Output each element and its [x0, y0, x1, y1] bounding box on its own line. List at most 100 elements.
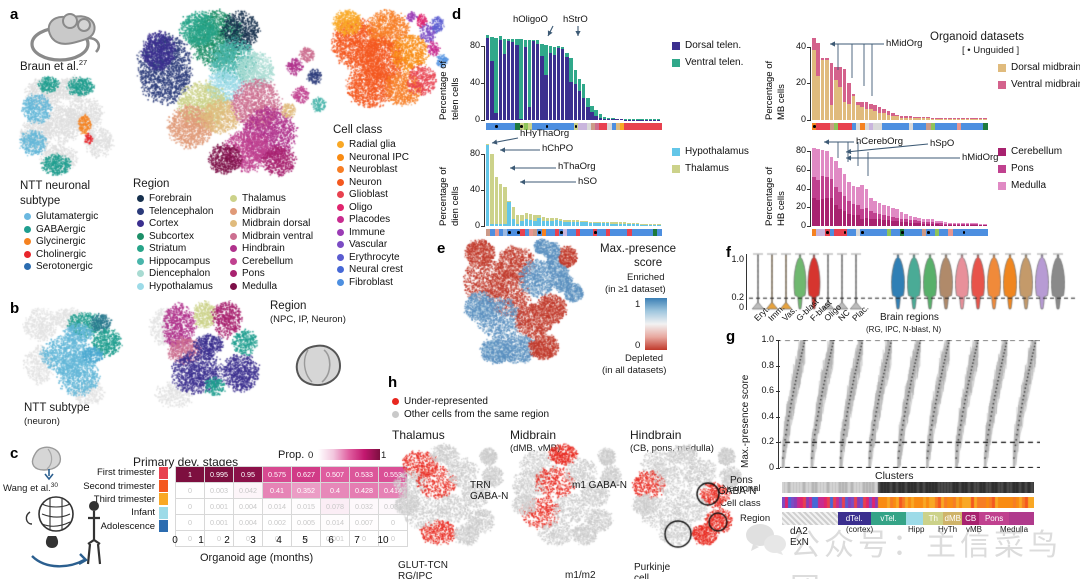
d-bar[interactable] [486, 34, 490, 120]
d-bar[interactable] [644, 119, 648, 120]
d-bar[interactable] [486, 143, 490, 226]
d-bar[interactable] [623, 222, 627, 226]
d-bar[interactable] [895, 209, 900, 226]
d-bar[interactable] [877, 107, 882, 120]
heatmap-cell[interactable]: 0.001 [204, 514, 234, 531]
d-bar[interactable] [571, 219, 576, 226]
heatmap-cell[interactable]: 0.507 [320, 466, 350, 483]
d-bar[interactable] [812, 147, 816, 226]
d-bar[interactable] [615, 118, 619, 120]
d-bar[interactable] [648, 224, 653, 226]
d-bar[interactable] [652, 224, 657, 226]
d-bar[interactable] [882, 204, 886, 226]
heatmap-cell[interactable]: 0 [233, 530, 263, 547]
d-bar[interactable] [899, 116, 904, 120]
heatmap-cell[interactable]: 0.002 [262, 514, 292, 531]
d-bar[interactable] [575, 219, 580, 226]
heatmap-cell[interactable]: 0.014 [262, 498, 292, 515]
d-bar[interactable] [917, 116, 921, 120]
d-bar[interactable] [961, 118, 965, 120]
d-bar[interactable] [548, 45, 552, 120]
d-bar[interactable] [891, 208, 895, 226]
d-bar[interactable] [577, 79, 582, 120]
heatmap-cell[interactable]: 0.003 [204, 482, 234, 499]
heatmap-cell[interactable]: 0.014 [320, 514, 350, 531]
heatmap-cell[interactable]: 0.627 [291, 466, 321, 483]
d-bar[interactable] [605, 221, 610, 226]
d-bar[interactable] [908, 215, 913, 226]
heatmap-cell[interactable]: 0.007 [349, 514, 379, 531]
d-bar[interactable] [635, 223, 640, 226]
heatmap-cell[interactable]: 0.4 [320, 482, 350, 499]
d-bar[interactable] [869, 103, 873, 120]
d-bar[interactable] [816, 43, 820, 120]
d-bar[interactable] [921, 218, 926, 226]
d-bar[interactable] [619, 118, 623, 120]
d-bar[interactable] [983, 118, 987, 120]
d-bar[interactable] [594, 109, 598, 120]
heatmap-cell[interactable]: 0 [175, 498, 205, 515]
d-bar[interactable] [528, 214, 533, 226]
d-bar[interactable] [536, 40, 540, 120]
d-bar[interactable] [904, 116, 908, 120]
d-bar[interactable] [586, 97, 590, 120]
d-bar[interactable] [926, 219, 930, 226]
d-bar[interactable] [860, 184, 864, 226]
d-bar[interactable] [544, 44, 548, 120]
d-bar[interactable] [523, 40, 527, 120]
d-bar[interactable] [511, 207, 516, 226]
d-bar[interactable] [515, 39, 519, 120]
d-bar[interactable] [869, 197, 873, 226]
d-bar[interactable] [652, 119, 657, 120]
d-bar[interactable] [490, 153, 494, 226]
d-bar[interactable] [952, 118, 957, 120]
d-bar[interactable] [939, 221, 943, 226]
d-bar[interactable] [934, 220, 939, 226]
d-bar[interactable] [926, 117, 930, 120]
d-bar[interactable] [618, 222, 623, 226]
heatmap-cell[interactable]: 0.428 [349, 482, 379, 499]
d-bar[interactable] [593, 221, 597, 226]
d-bar[interactable] [970, 118, 974, 120]
heatmap-cell[interactable]: 0.042 [233, 482, 263, 499]
d-bar[interactable] [640, 119, 644, 120]
d-bar[interactable] [974, 118, 979, 120]
d-bar[interactable] [569, 57, 573, 120]
d-bar[interactable] [825, 151, 829, 226]
d-bar[interactable] [816, 149, 820, 226]
d-bar[interactable] [657, 224, 661, 226]
d-bar[interactable] [631, 223, 636, 226]
d-bar[interactable] [965, 118, 970, 120]
d-bar[interactable] [829, 63, 834, 120]
d-bar[interactable] [978, 118, 983, 120]
d-bar[interactable] [627, 119, 632, 120]
heatmap-cell[interactable]: 0.078 [320, 498, 350, 515]
d-bar[interactable] [847, 182, 851, 226]
d-bar[interactable] [948, 222, 952, 226]
d-bar[interactable] [970, 223, 974, 226]
d-bar[interactable] [602, 117, 607, 120]
d-bar[interactable] [820, 57, 825, 120]
d-bar[interactable] [623, 119, 628, 120]
d-bar[interactable] [829, 156, 834, 226]
d-bar[interactable] [882, 109, 886, 120]
heatmap-cell[interactable]: 0 [204, 530, 234, 547]
d-bar[interactable] [904, 213, 908, 226]
heatmap-cell[interactable]: 0 [349, 530, 379, 547]
d-bar[interactable] [908, 116, 913, 120]
d-bar[interactable] [912, 216, 917, 226]
d-bar[interactable] [606, 118, 611, 120]
d-bar[interactable] [527, 40, 532, 120]
heatmap-cell[interactable]: 0 [175, 514, 205, 531]
d-bar[interactable] [558, 218, 563, 226]
heatmap-cell[interactable]: 0.032 [349, 498, 379, 515]
d-bar[interactable] [552, 46, 557, 120]
d-bar[interactable] [503, 187, 507, 226]
d-bar[interactable] [956, 118, 961, 120]
d-bar[interactable] [506, 38, 511, 120]
d-bar[interactable] [533, 215, 537, 226]
d-bar[interactable] [502, 38, 507, 120]
d-bar[interactable] [611, 118, 615, 120]
d-bar[interactable] [943, 118, 948, 120]
d-bar[interactable] [561, 46, 565, 120]
